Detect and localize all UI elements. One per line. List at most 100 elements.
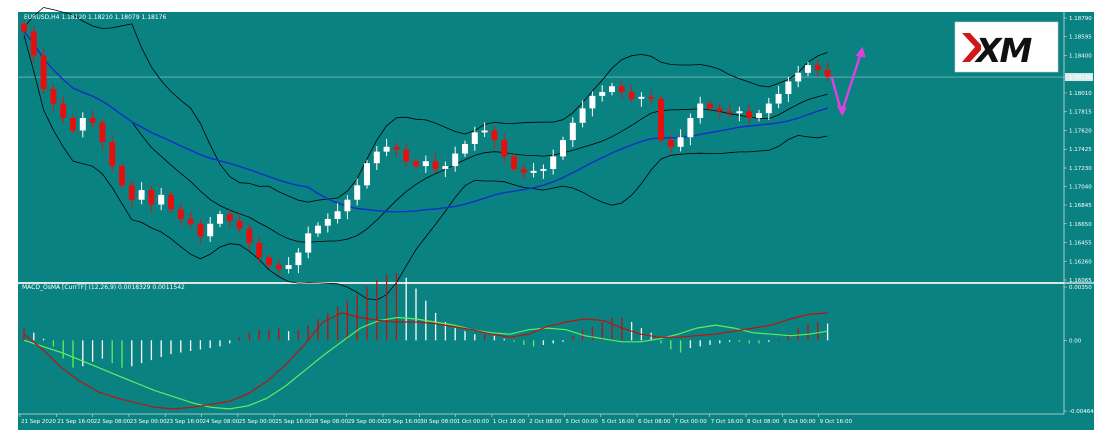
time-tick-label: 9 Oct 00:00	[783, 419, 816, 425]
time-tick-label: 29 Sep 00:00	[348, 419, 385, 425]
price-tick-label: 1.18010	[1069, 91, 1092, 97]
candle-bear	[520, 168, 527, 173]
candle-bull	[315, 225, 321, 234]
candle-bear	[168, 194, 174, 210]
candle-bear	[89, 117, 96, 123]
price-tick-label: 1.17040	[1069, 184, 1092, 190]
price-tick-label: 1.16260	[1069, 259, 1092, 265]
candle-bear	[716, 108, 723, 112]
indicator-info-label: MACD_OsMA [CurrTF] (12,26,9) 0.0018329 0…	[22, 284, 185, 291]
candle-bear	[256, 242, 263, 258]
candle-bull	[383, 146, 390, 152]
candle-bear	[628, 92, 635, 99]
price-tick-label: 1.18400	[1069, 53, 1092, 59]
candle-bull	[217, 214, 223, 224]
candle-bull	[158, 194, 165, 205]
candle-bull	[452, 153, 459, 167]
time-tick-label: 21 Sep 2020	[21, 419, 56, 425]
candle-bull	[638, 96, 645, 99]
candle-bull	[422, 161, 429, 167]
macd-tick-label: -0.00464	[1069, 409, 1094, 415]
time-tick-label: 1 Oct 16:00	[493, 419, 526, 425]
candle-bear	[226, 214, 233, 221]
candle-bear	[246, 228, 253, 243]
candle-bear	[275, 265, 282, 269]
indicator-pane	[18, 284, 1064, 414]
price-tick-label: 1.18176	[1069, 75, 1092, 81]
time-tick-label: 23 Sep 16:00	[166, 419, 203, 425]
candle-bull	[324, 218, 331, 226]
bollinger-upper	[23, 7, 828, 203]
candle-bull	[79, 117, 86, 131]
projection-up-arrowhead	[855, 46, 866, 58]
candle-bear	[266, 257, 272, 266]
macd-tick-label: 0.00350	[1069, 285, 1092, 291]
time-tick-label: 6 Oct 08:00	[638, 419, 671, 425]
bollinger-middle	[23, 31, 828, 243]
time-tick-label: 23 Sep 00:00	[130, 419, 167, 425]
candle-bear	[99, 122, 106, 143]
candle-bear	[403, 149, 410, 162]
candle-bull	[687, 117, 694, 138]
candle-bull	[305, 233, 312, 253]
time-tick-label: 7 Oct 16:00	[711, 419, 744, 425]
candle-bear	[511, 156, 517, 169]
price-tick-label: 1.18595	[1069, 35, 1092, 41]
time-tick-label: 25 Sep 00:00	[239, 419, 276, 425]
candle-bear	[618, 86, 625, 93]
candle-bull	[442, 166, 449, 169]
xm-logo: XM	[954, 21, 1059, 73]
time-tick-label: 5 Oct 16:00	[602, 419, 635, 425]
price-tick-label: 1.16650	[1069, 222, 1092, 228]
time-tick-label: 24 Sep 08:00	[203, 419, 240, 425]
price-tick-label: 1.16455	[1069, 241, 1092, 247]
time-tick-label: 7 Oct 00:00	[674, 419, 707, 425]
candle-bull	[765, 103, 772, 114]
candle-bull	[295, 252, 302, 266]
candle-bear	[413, 161, 419, 167]
price-axis	[1064, 12, 1094, 414]
candle-bull	[736, 111, 743, 114]
candle-bear	[21, 23, 27, 32]
price-tick-label: 1.17425	[1069, 147, 1092, 153]
candle-bear	[70, 117, 76, 131]
candle-bull	[530, 170, 537, 173]
macd-signal-line	[23, 316, 828, 410]
time-tick-label: 8 Oct 08:00	[747, 419, 780, 425]
candle-bull	[138, 190, 145, 200]
candle-bull	[795, 72, 802, 82]
candle-bull	[609, 86, 615, 93]
candle-bear	[824, 69, 831, 77]
price-tick-label: 1.17230	[1069, 166, 1092, 172]
time-tick-label: 25 Sep 16:00	[275, 419, 312, 425]
candle-bull	[344, 199, 351, 212]
time-tick-label: 9 Oct 16:00	[820, 419, 853, 425]
price-tick-label: 1.16065	[1069, 278, 1092, 284]
candle-bull	[373, 151, 380, 164]
moving-average-line	[23, 31, 828, 213]
candle-bull	[775, 93, 782, 104]
time-tick-label: 21 Sep 16:00	[57, 419, 94, 425]
candle-bull	[462, 143, 468, 154]
candle-bear	[197, 223, 204, 237]
time-tick-label: 2 Oct 08:00	[529, 419, 562, 425]
candle-bear	[658, 98, 664, 141]
candle-bull	[334, 211, 341, 219]
candle-bear	[393, 146, 400, 150]
candle-bull	[364, 163, 370, 186]
candle-bull	[354, 185, 361, 200]
candle-bull	[560, 140, 566, 157]
time-tick-label: 29 Sep 16:00	[384, 419, 421, 425]
main-pane	[18, 12, 1064, 282]
candle-bear	[667, 140, 674, 147]
bollinger-lower	[23, 35, 828, 301]
projection-up-arrow	[840, 50, 863, 114]
time-tick-label: 1 Oct 00:00	[457, 419, 490, 425]
price-tick-label: 1.17620	[1069, 128, 1092, 134]
price-tick-label: 1.16845	[1069, 203, 1092, 209]
candle-bear	[707, 103, 713, 109]
candle-bull	[207, 223, 214, 237]
time-tick-label: 22 Sep 08:00	[94, 419, 131, 425]
